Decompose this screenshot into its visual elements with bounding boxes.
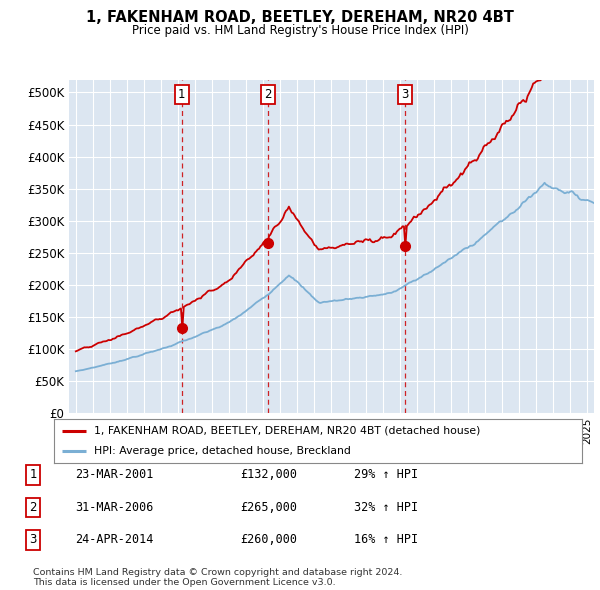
Text: Contains HM Land Registry data © Crown copyright and database right 2024.
This d: Contains HM Land Registry data © Crown c… [33,568,403,587]
Text: 32% ↑ HPI: 32% ↑ HPI [354,501,418,514]
Text: 23-MAR-2001: 23-MAR-2001 [75,468,154,481]
Text: 3: 3 [401,88,409,101]
Text: 1: 1 [178,88,185,101]
Text: 24-APR-2014: 24-APR-2014 [75,533,154,546]
Text: 3: 3 [29,533,37,546]
Text: £132,000: £132,000 [240,468,297,481]
Text: £260,000: £260,000 [240,533,297,546]
Text: 31-MAR-2006: 31-MAR-2006 [75,501,154,514]
Text: 2: 2 [29,501,37,514]
Text: Price paid vs. HM Land Registry's House Price Index (HPI): Price paid vs. HM Land Registry's House … [131,24,469,37]
Text: 1: 1 [29,468,37,481]
Text: 1, FAKENHAM ROAD, BEETLEY, DEREHAM, NR20 4BT: 1, FAKENHAM ROAD, BEETLEY, DEREHAM, NR20… [86,10,514,25]
Text: 29% ↑ HPI: 29% ↑ HPI [354,468,418,481]
Text: £265,000: £265,000 [240,501,297,514]
Text: 16% ↑ HPI: 16% ↑ HPI [354,533,418,546]
Text: 1, FAKENHAM ROAD, BEETLEY, DEREHAM, NR20 4BT (detached house): 1, FAKENHAM ROAD, BEETLEY, DEREHAM, NR20… [94,426,480,436]
Text: 2: 2 [264,88,271,101]
Text: HPI: Average price, detached house, Breckland: HPI: Average price, detached house, Brec… [94,446,350,456]
